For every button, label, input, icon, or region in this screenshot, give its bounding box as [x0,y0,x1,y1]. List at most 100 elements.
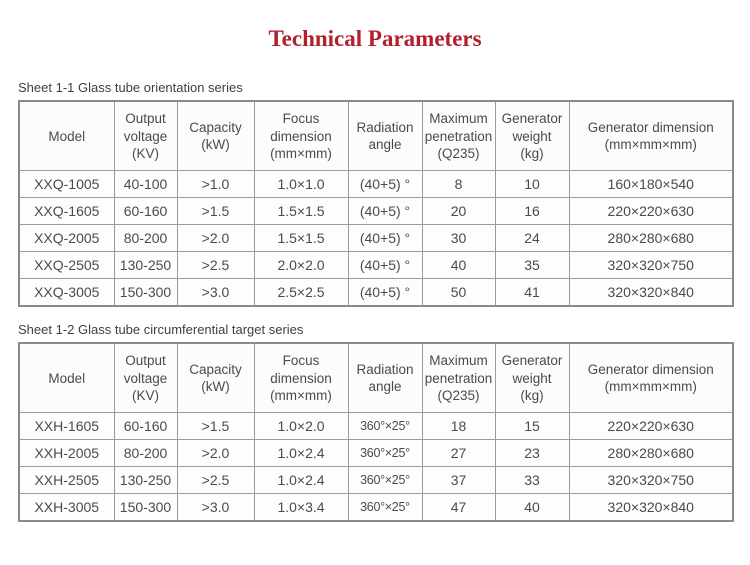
value-cell: >2.5 [176,251,255,280]
value-cell: 150-300 [113,493,178,522]
value-cell: 40-100 [113,170,178,199]
value-cell: 360°×25° [347,439,423,468]
value-cell: 16 [494,197,570,226]
model-cell: XXQ-3005 [18,278,115,307]
table-row: XXH-2005 80-200 >2.0 1.0×2.4 360°×25° 27 23 280… [18,439,734,468]
value-cell: 18 [421,412,496,441]
value-cell: 150-300 [113,278,178,307]
model-cell: XXH-1605 [18,412,115,441]
value-cell: 320×320×750 [568,466,734,495]
value-cell: 280×280×680 [568,439,734,468]
column-header: Generator weight (kg) [494,100,570,172]
value-cell: 40 [421,251,496,280]
value-cell: 80-200 [113,224,178,253]
value-cell: (40+5) ° [347,224,423,253]
column-header: Generator weight (kg) [494,342,570,414]
circumferential-series-table: Model Output voltage (KV) Capacity (kW) Foc… [18,342,734,523]
value-cell: 1.5×1.5 [253,197,349,226]
table-body: XXH-1605 60-160 >1.5 1.0×2.0 360°×25° 18 15 220… [18,412,734,522]
value-cell: 320×320×840 [568,493,734,522]
value-cell: 8 [421,170,496,199]
value-cell: 160×180×540 [568,170,734,199]
value-cell: 80-200 [113,439,178,468]
column-header: Model [18,100,115,172]
value-cell: 50 [421,278,496,307]
value-cell: 360°×25° [347,493,423,522]
value-cell: 360°×25° [347,466,423,495]
column-header: Maximum penetration (Q235) [421,342,496,414]
column-header: Output voltage (KV) [113,342,178,414]
value-cell: 15 [494,412,570,441]
column-header: Capacity (kW) [176,342,255,414]
value-cell: 47 [421,493,496,522]
value-cell: 220×220×630 [568,412,734,441]
value-cell: (40+5) ° [347,170,423,199]
column-header: Focus dimension (mm×mm) [253,342,349,414]
value-cell: >1.5 [176,412,255,441]
value-cell: 60-160 [113,197,178,226]
column-header: Capacity (kW) [176,100,255,172]
table-row: XXQ-2505 130-250 >2.5 2.0×2.0 (40+5) ° 40 35 32… [18,251,734,280]
value-cell: >1.0 [176,170,255,199]
value-cell: (40+5) ° [347,251,423,280]
value-cell: 23 [494,439,570,468]
table-row: XXQ-3005 150-300 >3.0 2.5×2.5 (40+5) ° 50 41 32… [18,278,734,307]
value-cell: 1.0×3.4 [253,493,349,522]
model-cell: XXQ-2505 [18,251,115,280]
table-row: XXQ-1005 40-100 >1.0 1.0×1.0 (40+5) ° 8 10 160×… [18,170,734,199]
header-row: Model Output voltage (KV) Capacity (kW) Foc… [18,342,734,414]
value-cell: 33 [494,466,570,495]
value-cell: >2.5 [176,466,255,495]
value-cell: 41 [494,278,570,307]
column-header: Radiation angle [347,100,423,172]
table-row: XXH-2505 130-250 >2.5 1.0×2.4 360°×25° 37 33 32… [18,466,734,495]
table-row: XXH-3005 150-300 >3.0 1.0×3.4 360°×25° 47 40 32… [18,493,734,522]
model-cell: XXH-2005 [18,439,115,468]
column-header: Maximum penetration (Q235) [421,100,496,172]
page-title: Technical Parameters [268,26,482,51]
value-cell: (40+5) ° [347,197,423,226]
value-cell: 360°×25° [347,412,423,441]
value-cell: 1.0×2.0 [253,412,349,441]
model-cell: XXH-3005 [18,493,115,522]
column-header: Focus dimension (mm×mm) [253,100,349,172]
value-cell: 60-160 [113,412,178,441]
value-cell: 320×320×750 [568,251,734,280]
value-cell: 130-250 [113,251,178,280]
value-cell: >2.0 [176,224,255,253]
value-cell: >1.5 [176,197,255,226]
model-cell: XXQ-1005 [18,170,115,199]
value-cell: 40 [494,493,570,522]
value-cell: >3.0 [176,278,255,307]
column-header: Model [18,342,115,414]
value-cell: >3.0 [176,493,255,522]
value-cell: 2.5×2.5 [253,278,349,307]
column-header: Generator dimension (mm×mm×mm) [568,100,734,172]
value-cell: (40+5) ° [347,278,423,307]
column-header: Generator dimension (mm×mm×mm) [568,342,734,414]
column-header: Radiation angle [347,342,423,414]
value-cell: 1.0×2.4 [253,466,349,495]
table-row: XXQ-1605 60-160 >1.5 1.5×1.5 (40+5) ° 20 16 220… [18,197,734,226]
value-cell: 37 [421,466,496,495]
model-cell: XXQ-2005 [18,224,115,253]
value-cell: 130-250 [113,466,178,495]
value-cell: 2.0×2.0 [253,251,349,280]
value-cell: 10 [494,170,570,199]
circumferential-series-section: Sheet 1-2 Glass tube circumferential tar… [0,322,750,523]
value-cell: >2.0 [176,439,255,468]
table-row: XXH-1605 60-160 >1.5 1.0×2.0 360°×25° 18 15 220… [18,412,734,441]
orientation-series-table: Model Output voltage (KV) Capacity (kW) Foc… [18,100,734,308]
value-cell: 1.5×1.5 [253,224,349,253]
model-cell: XXH-2505 [18,466,115,495]
column-header: Output voltage (KV) [113,100,178,172]
table-caption: Sheet 1-2 Glass tube circumferential tar… [18,322,304,338]
header-row: Model Output voltage (KV) Capacity (kW) Foc… [18,100,734,172]
value-cell: 30 [421,224,496,253]
value-cell: 1.0×2.4 [253,439,349,468]
table-row: XXQ-2005 80-200 >2.0 1.5×1.5 (40+5) ° 30 24 280… [18,224,734,253]
value-cell: 220×220×630 [568,197,734,226]
value-cell: 35 [494,251,570,280]
table-body: XXQ-1005 40-100 >1.0 1.0×1.0 (40+5) ° 8 10 160×… [18,170,734,307]
value-cell: 20 [421,197,496,226]
